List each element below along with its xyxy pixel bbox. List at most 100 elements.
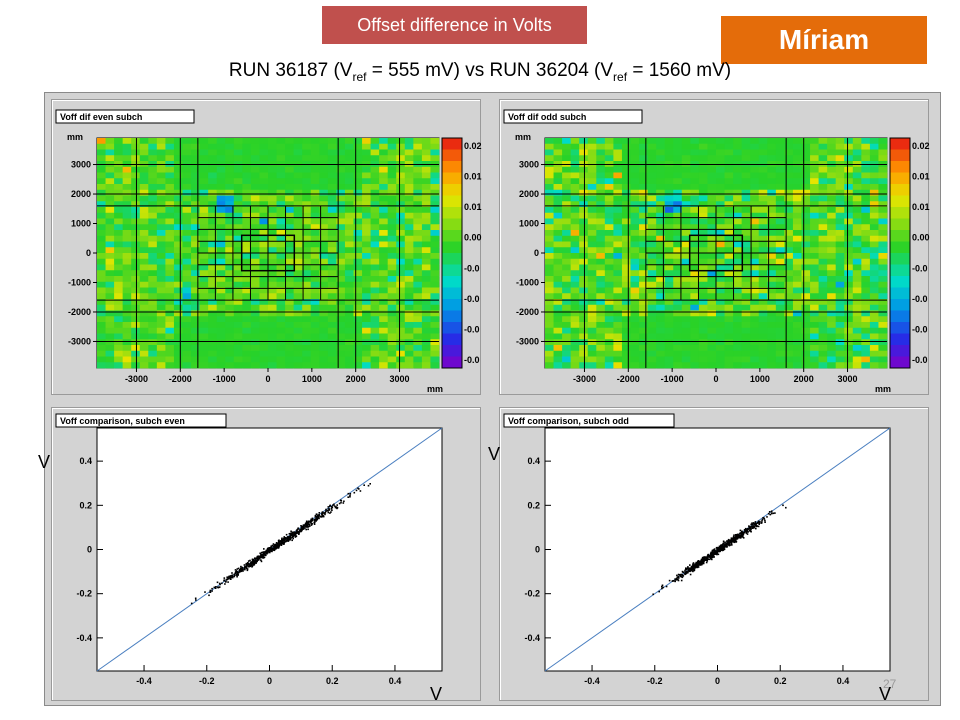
heatmap-cell [758,253,768,260]
heatmap-cell [344,224,354,231]
heatmap-cell [707,287,717,294]
colorbar-tick-label: 0.02 [912,141,930,151]
heatmap-cell [404,212,414,219]
heatmap-cell [818,143,828,150]
heatmap-cell [156,362,166,369]
heatmap-cell [553,201,563,208]
heatmap-cell [199,172,209,179]
heatmap-cell [852,195,862,202]
data-point [703,559,706,561]
heatmap-cell [379,258,389,265]
heatmap-cell [293,293,303,300]
heatmap-cell [199,276,209,283]
heatmap-cell [656,333,666,340]
heatmap-cell [647,241,657,248]
heatmap-cell [707,224,717,231]
heatmap-cell [413,345,423,352]
heatmap-cell [131,189,141,196]
heatmap-cell [165,350,175,357]
heatmap-cell [250,230,260,237]
heatmap-cell [639,310,648,317]
heatmap-cell [698,195,708,202]
heatmap-cell [310,189,320,196]
heatmap-cell [647,339,657,346]
heatmap-cell [707,212,717,219]
heatmap-cell [869,339,879,346]
heatmap-cell [396,212,406,219]
heatmap-cell [630,270,640,277]
heatmap-cell [587,322,597,329]
heatmap-cell [587,201,597,208]
heatmap-cell [758,304,768,311]
heatmap-cell [208,149,218,156]
heatmap-cell [587,258,597,265]
heatmap-cell [353,189,363,196]
heatmap-cell [656,293,666,300]
heatmap-cell [97,350,106,357]
heatmap-cell [604,327,614,334]
data-point [738,535,740,537]
heatmap-cell [861,258,871,265]
data-point [767,512,770,515]
colorbar-tick-label: -0.0 [912,355,928,365]
heatmap-cell [421,258,431,265]
heatmap-cell [353,356,363,363]
heatmap-cell [97,304,106,311]
heatmap-cell [724,258,734,265]
heatmap-cell [613,172,623,179]
data-point [277,541,280,544]
heatmap-cell [621,362,631,369]
heatmap-cell [122,201,132,208]
heatmap-cell [370,207,380,214]
heatmap-cell [97,339,106,346]
data-point [705,561,708,564]
heatmap-cell [604,264,614,271]
heatmap-cell [784,195,794,202]
data-point [270,548,273,550]
heatmap-cell [861,281,871,288]
heatmap-cell [775,362,785,369]
heatmap-cell [818,264,828,271]
heatmap-cell [579,362,589,369]
heatmap-cell [396,350,406,357]
heatmap-cell [430,316,440,323]
heatmap-cell [250,310,260,317]
heatmap-cell [639,350,648,357]
heatmap-cell [792,310,802,317]
heatmap-cell [148,195,158,202]
heatmap-cell [97,241,106,248]
heatmap-cell [225,143,235,150]
heatmap-cell [259,201,269,208]
data-point [256,557,258,560]
heatmap-cell [105,172,115,179]
heatmap-cell [716,224,725,231]
colorbar-tick-label: 0.02 [464,141,482,151]
heatmap-cell [250,362,260,369]
heatmap-cell [810,166,819,173]
heatmap-cell [344,258,354,265]
heatmap-cell [579,166,589,173]
heatmap-cell [775,212,785,219]
heatmap-cell [353,155,363,162]
heatmap-cell [156,276,166,283]
heatmap-cell [579,293,589,300]
heatmap-cell [750,195,760,202]
heatmap-cell [97,253,106,260]
data-point [284,538,286,541]
heatmap-cell [553,189,563,196]
data-point [723,544,725,546]
heatmap-cell [810,339,819,346]
heatmap-cell [336,224,346,231]
heatmap-cell [208,327,218,334]
heatmap-cell [801,247,811,254]
data-point [740,534,743,537]
heatmap-cell [421,247,431,254]
heatmap-cell [878,333,888,340]
heatmap-cell [818,287,828,294]
heatmap-cell [596,304,606,311]
heatmap-cell [630,287,640,294]
heatmap-cell [293,253,303,260]
heatmap-cell [801,270,811,277]
heatmap-cell [545,178,554,185]
heatmap-cell [225,327,235,334]
